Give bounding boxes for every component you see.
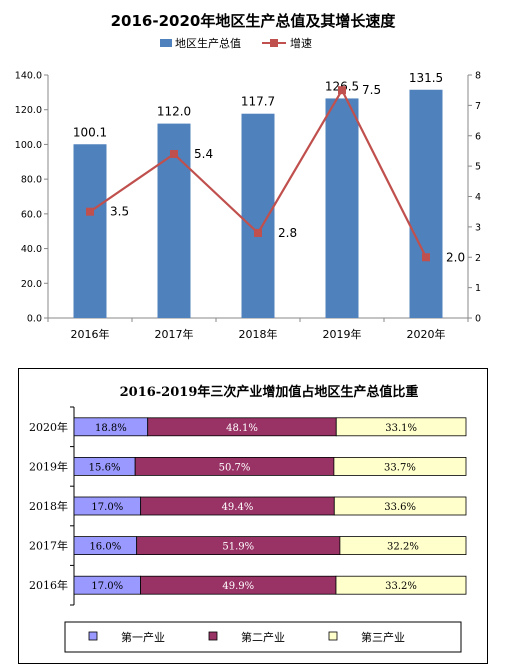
legend2-swatch [208, 631, 218, 641]
industry-share-chart-svg: 2016-2019年三次产业增加值占地区生产总值比重 2020年 18.8% 48.… [29, 384, 467, 653]
right-tick-label: 3 [475, 222, 481, 233]
legend2-swatch [328, 631, 338, 641]
gdp-growth-chart-svg: 2016-2020年地区生产总值及其增长速度 地区生产总值 增速 0.0 20.0… [15, 12, 481, 341]
category-label: 2016年 [29, 578, 68, 592]
category-label: 2017年 [29, 539, 68, 553]
share-segment-label: 50.7% [219, 462, 251, 473]
share-segment-label: 17.0% [91, 581, 123, 592]
growth-point-label: 7.5 [362, 83, 381, 97]
left-tick-label: 140.0 [15, 71, 42, 82]
left-tick-label: 120.0 [15, 105, 42, 116]
chart1-title: 2016-2020年地区生产总值及其增长速度 [111, 12, 397, 30]
share-segment [335, 417, 467, 437]
share-segment-label: 16.0% [89, 542, 121, 553]
legend2-label: 第二产业 [241, 630, 285, 644]
legend1-line-marker [270, 39, 278, 47]
chart2-title: 2016-2019年三次产业增加值占地区生产总值比重 [120, 384, 419, 400]
share-segment-label: 48.1% [226, 423, 258, 434]
growth-point [254, 228, 262, 237]
right-tick-label: 6 [475, 131, 481, 142]
x-tick-label: 2020年 [407, 327, 446, 341]
right-tick-label: 2 [475, 253, 481, 264]
x-tick-label: 2019年 [323, 327, 362, 341]
left-tick-label: 80.0 [21, 175, 42, 186]
x-tick-label: 2017年 [155, 327, 194, 341]
growth-point-label: 2.0 [446, 250, 465, 264]
gdp-growth-chart: 2016-2020年地区生产总值及其增长速度 地区生产总值 增速 0.0 20.0… [15, 12, 481, 341]
left-tick-label: 20.0 [21, 279, 42, 290]
legend1-line-label: 增速 [290, 36, 312, 50]
share-segment [335, 575, 467, 595]
x-tick-label: 2018年 [239, 327, 278, 341]
growth-point-label: 5.4 [194, 147, 213, 161]
legend2-label: 第一产业 [121, 630, 165, 644]
gdp-bar [241, 113, 275, 319]
share-segment-label: 51.9% [222, 542, 254, 553]
right-tick-label: 8 [475, 71, 481, 82]
category-label: 2018年 [29, 499, 68, 513]
share-segment-label: 17.0% [91, 502, 123, 513]
share-segment-label: 18.8% [95, 423, 127, 434]
share-segment [333, 496, 467, 516]
category-label: 2019年 [29, 459, 68, 473]
growth-point [170, 149, 178, 158]
legend1-bar-label: 地区生产总值 [175, 36, 241, 50]
left-tick-label: 0.0 [27, 314, 42, 325]
left-tick-label: 40.0 [21, 244, 42, 255]
share-segment-label: 33.2% [385, 581, 417, 592]
left-tick-label: 100.0 [15, 140, 42, 151]
gdp-bar [73, 144, 107, 318]
share-segment [339, 536, 467, 556]
growth-point [422, 253, 430, 262]
legend2-label: 第三产业 [361, 630, 405, 644]
share-segment-label: 49.9% [222, 581, 254, 592]
share-segment-label: 32.2% [387, 542, 419, 553]
category-label: 2020年 [29, 420, 68, 434]
left-tick-label: 60.0 [21, 209, 42, 220]
share-segment-label: 33.6% [384, 502, 416, 513]
share-segment [333, 457, 467, 476]
gdp-bar-label: 100.1 [73, 125, 107, 139]
industry-share-chart: 2016-2019年三次产业增加值占地区生产总值比重 2020年 18.8% 48.… [18, 368, 488, 664]
x-tick-label: 2016年 [71, 327, 110, 341]
right-tick-label: 4 [475, 192, 481, 203]
share-segment-label: 33.7% [384, 462, 416, 473]
right-tick-label: 1 [475, 283, 481, 294]
growth-point-label: 2.8 [278, 226, 297, 240]
gdp-bar [325, 98, 359, 318]
legend2-swatch [88, 631, 98, 641]
share-segment-label: 15.6% [89, 462, 121, 473]
share-segment-label: 33.1% [385, 423, 417, 434]
growth-point [86, 207, 94, 216]
gdp-bar-label: 112.0 [157, 105, 191, 119]
share-segment-label: 49.4% [222, 502, 254, 513]
legend2-box [64, 621, 462, 653]
growth-point [338, 86, 346, 95]
gdp-bar-label: 117.7 [241, 95, 275, 109]
right-tick-label: 0 [475, 314, 481, 325]
right-tick-label: 7 [475, 101, 481, 112]
gdp-bar-label: 131.5 [409, 71, 443, 85]
growth-point-label: 3.5 [110, 205, 129, 219]
right-tick-label: 5 [475, 162, 481, 173]
gdp-bar [409, 89, 443, 318]
legend1-bar-swatch [160, 39, 172, 47]
